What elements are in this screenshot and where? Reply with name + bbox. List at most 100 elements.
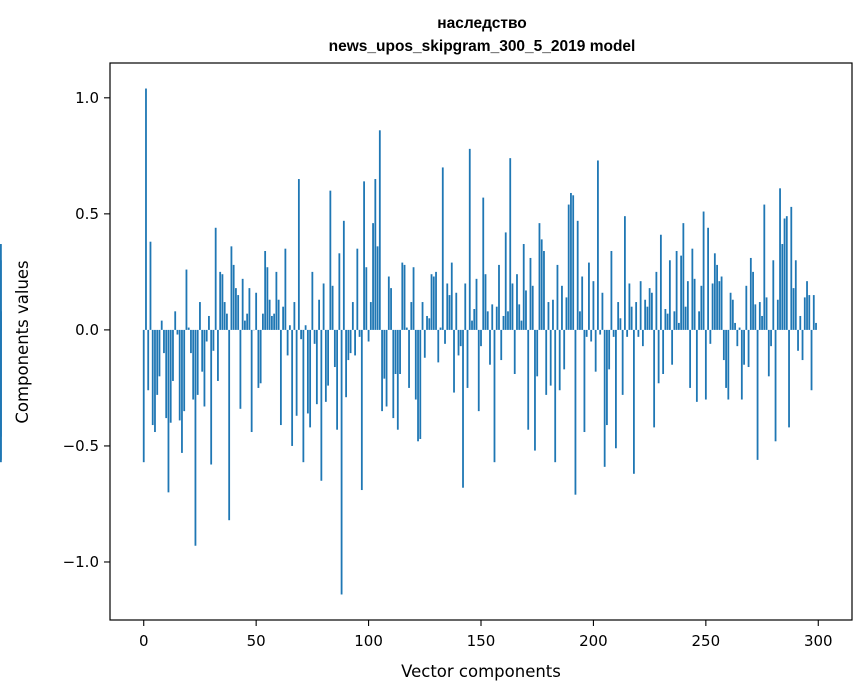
bar-29 [208,315,210,330]
bar-250 [704,329,707,400]
bar-120 [412,267,415,330]
bar-97 [360,329,363,491]
bar-10 [165,329,168,419]
bar-239 [680,255,683,330]
bar-126 [426,315,428,330]
bar-275 [761,315,763,330]
bar-102 [372,223,374,330]
bar-38 [228,329,231,521]
y-tick-label: −1.0 [63,553,99,571]
y-axis-ticks: 1.0 0.5 0.0 −0.5 −1.0 [63,89,110,571]
bar-55 [266,267,269,330]
bar-93 [351,302,354,330]
bar-270 [749,257,752,330]
bar-160 [502,315,505,330]
bar-173 [531,285,534,330]
bar-248 [700,285,703,330]
bar-234 [668,260,671,330]
bar-271 [752,271,754,330]
bar-149 [477,329,480,412]
bar-194 [579,311,581,330]
bar-223 [644,299,647,330]
bar-156 [493,329,496,463]
bar-122 [417,329,419,442]
bar-286 [785,216,788,330]
bar-205 [603,329,606,467]
bar-64 [286,329,289,356]
bar-28 [205,329,208,342]
bar-85 [333,329,336,368]
bar-290 [794,260,797,330]
bar-15 [176,329,179,335]
bar-124 [421,302,424,330]
bar-undefined [0,244,2,330]
bar-53 [262,313,264,330]
bar-207 [608,329,611,370]
bar-23 [194,329,197,546]
bar-129 [432,276,435,330]
bar-118 [408,329,410,388]
bar-240 [682,223,685,330]
bar-256 [718,281,721,330]
bar-8 [160,320,163,330]
bar-269 [747,329,750,368]
bar-172 [529,257,532,330]
bar-91 [347,329,350,361]
bar-54 [264,250,267,330]
bar-138 [453,329,455,393]
bar-18 [183,329,186,412]
bar-135 [446,283,449,330]
x-tick-label: 0 [139,632,149,650]
bar-86 [336,329,338,430]
bar-295 [806,281,808,330]
bar-88 [340,329,343,595]
bar-24 [196,329,199,395]
bar-27 [203,329,206,407]
bar-209 [612,329,615,337]
bar-263 [734,322,736,330]
bar-235 [671,329,674,365]
bar-57 [270,315,273,330]
bar-288 [790,206,793,330]
bar-197 [585,329,588,337]
bar-268 [745,285,748,330]
bar-262 [731,299,734,330]
bar-58 [273,313,276,330]
bar-259 [725,329,727,388]
bar-121 [414,329,417,400]
bar-128 [430,274,433,330]
bar-251 [707,227,709,330]
bar-189 [567,204,570,330]
bar-109 [387,276,390,330]
bar-163 [509,158,512,330]
bar-110 [390,288,392,330]
bar-142 [462,329,464,488]
bar-211 [617,302,620,330]
bar-298 [812,295,815,330]
bar-229 [657,329,660,384]
bar-132 [439,327,442,330]
bar-177 [540,239,543,330]
bar-203 [599,329,602,335]
bar-151 [482,197,485,330]
bar-32 [214,227,217,330]
bar-76 [313,329,316,344]
bar-238 [677,322,680,330]
bar-78 [318,299,321,330]
bar-277 [765,297,768,330]
bar-272 [754,304,757,330]
bar-265 [738,327,741,330]
bar-60 [277,299,280,330]
bar-82 [327,329,329,386]
bar-281 [774,329,777,442]
bar-39 [230,246,233,330]
bar-200 [592,281,595,330]
bar-65 [288,325,291,330]
bar-264 [736,329,739,347]
bar-161 [504,232,507,330]
bar-9 [163,329,165,354]
bar-186 [561,285,563,330]
bar-217 [630,306,633,330]
bar-31 [212,329,215,351]
bar-87 [338,253,341,330]
